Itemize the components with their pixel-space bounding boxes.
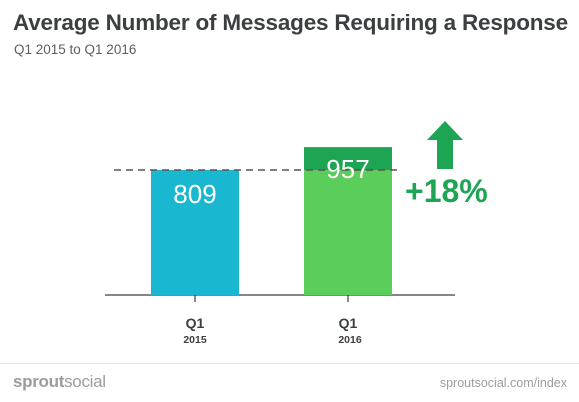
chart-subtitle: Q1 2015 to Q1 2016 — [14, 42, 137, 57]
data-label-2016: 957 — [326, 154, 369, 184]
chart-title: Average Number of Messages Requiring a R… — [13, 10, 568, 35]
brand-light: social — [64, 372, 106, 391]
x-tick-label: Q1 — [186, 315, 205, 331]
source-url: sproutsocial.com/index — [439, 376, 567, 390]
bar-2016-base — [304, 170, 392, 295]
bar-2016-increase — [304, 147, 392, 170]
change-label: +18% — [405, 173, 488, 209]
x-tick-year: 2015 — [183, 334, 207, 346]
brand-logo: sproutsocial — [13, 372, 106, 392]
arrow-up-icon — [427, 121, 463, 169]
x-tick-label: Q1 — [339, 315, 358, 331]
brand-bold: sprout — [13, 372, 65, 391]
footer-divider — [0, 363, 579, 364]
bar-2015 — [151, 170, 239, 295]
data-label-2015: 809 — [173, 179, 216, 209]
x-tick-year: 2016 — [338, 334, 362, 346]
